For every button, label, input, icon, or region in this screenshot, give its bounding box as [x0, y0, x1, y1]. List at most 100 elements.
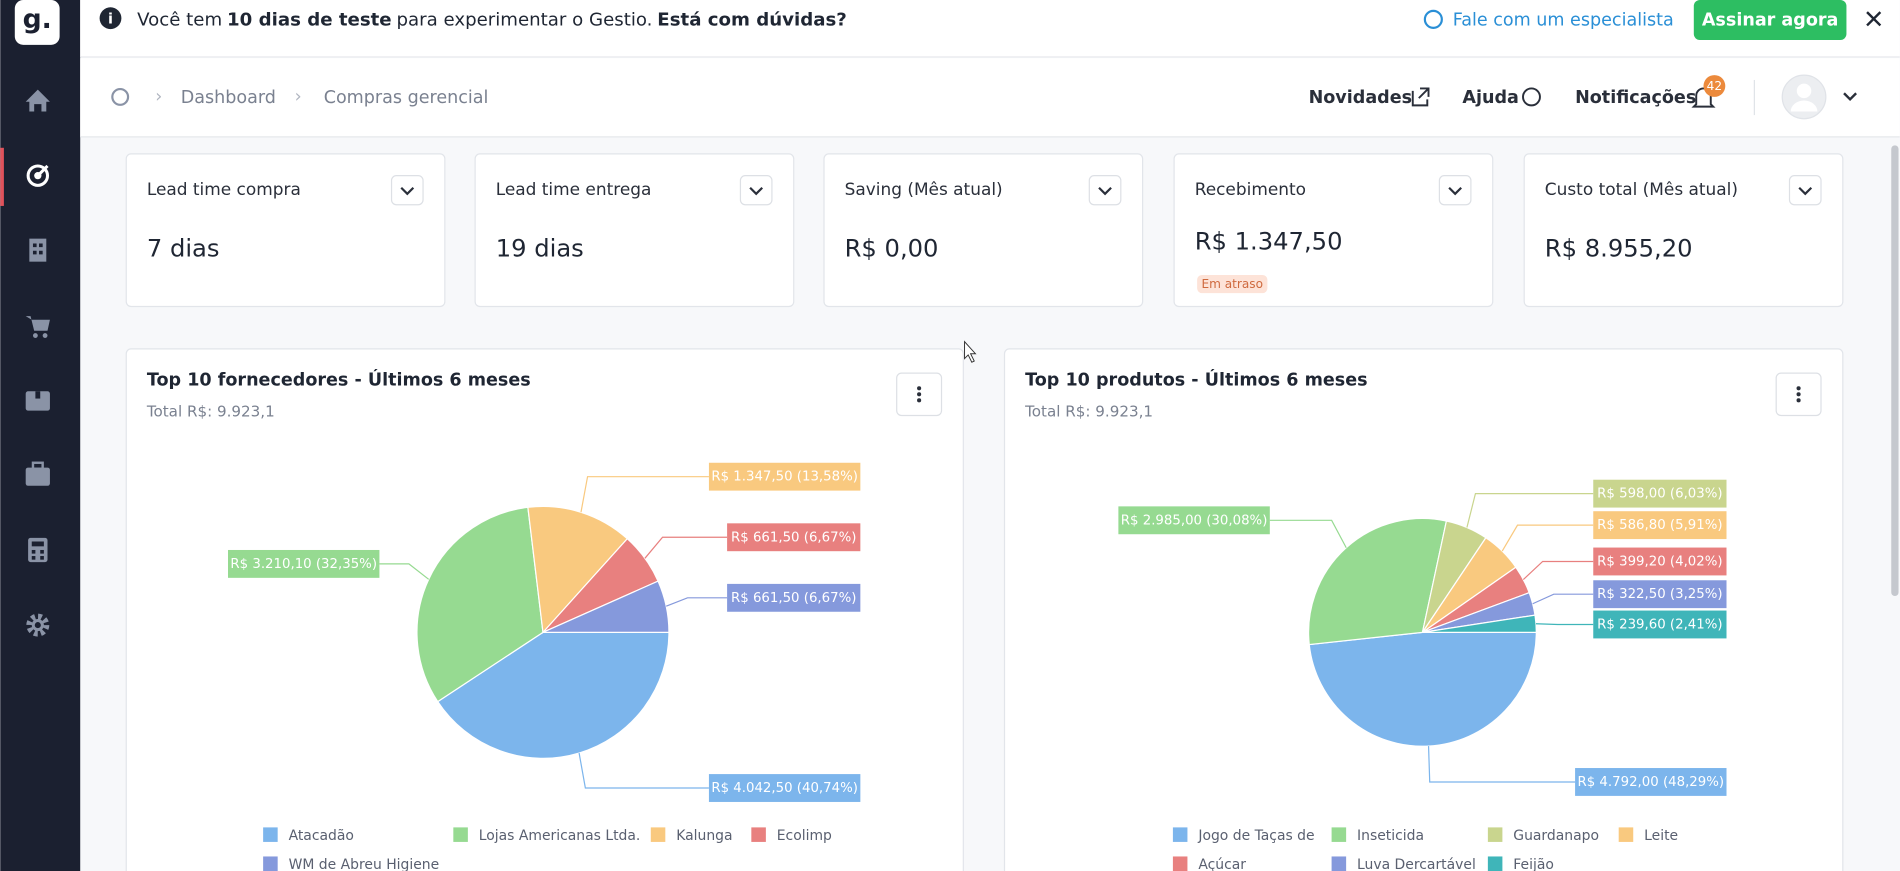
logo-glyph: g. [23, 4, 52, 35]
legend-label[interactable]: Açúcar [1198, 857, 1246, 871]
legend-swatch[interactable] [751, 827, 766, 842]
info-icon [99, 7, 122, 30]
label-connector [665, 597, 728, 607]
chart-menu-dot [917, 398, 922, 403]
legend-swatch[interactable] [1618, 827, 1634, 842]
value-label-box [228, 549, 380, 578]
legend-label[interactable]: Inseticida [1357, 828, 1424, 844]
nav-cart[interactable] [25, 316, 50, 338]
trial-message: Você tem 10 dias de teste para experimenta… [137, 10, 847, 31]
nav-settings[interactable] [26, 613, 50, 637]
logo[interactable] [14, 0, 60, 45]
header [80, 58, 1900, 137]
kpi-card [474, 153, 795, 308]
kpi-dropdown-chevron [400, 186, 415, 196]
subscribe-label: Assinar agora [1702, 11, 1839, 31]
avatar-head [1796, 83, 1812, 99]
kpi-dropdown[interactable] [390, 175, 424, 206]
legend-label[interactable]: Feijão [1513, 857, 1554, 871]
kpi-title: Custo total (Mês atual) [1545, 179, 1738, 199]
legend-swatch[interactable] [263, 856, 278, 871]
kpi-dropdown[interactable] [739, 175, 773, 206]
legend-swatch[interactable] [1331, 856, 1347, 871]
value-label-box [1593, 610, 1727, 639]
legend-label[interactable]: Atacadão [289, 828, 354, 844]
trial-banner [80, 0, 1900, 57]
value-label: R$ 3.210,10 (32,35%) [230, 557, 377, 572]
kpi-status-badge [1197, 274, 1268, 294]
legend-swatch[interactable] [1487, 827, 1503, 842]
pie-slice[interactable] [1308, 631, 1537, 747]
legend-swatch[interactable] [1172, 827, 1188, 842]
nav-briefcase[interactable] [25, 461, 50, 486]
legend-label[interactable]: Luva Dercartável [1357, 857, 1476, 871]
subscribe-button[interactable] [1693, 0, 1847, 40]
notification-count: 42 [1707, 79, 1722, 93]
charts: Top 10 fornecedores - Últimos 6 meses Tot… [125, 348, 1844, 871]
kpi-value: 7 dias [147, 235, 220, 263]
banner-bold: 10 dias de teste [227, 10, 392, 31]
kpi-dropdown-chevron [1798, 186, 1813, 196]
label-connector [644, 536, 728, 559]
close-banner[interactable] [1866, 11, 1882, 27]
specialist-link[interactable]: Fale com um especialista [1453, 11, 1674, 31]
kpi-dropdown[interactable] [1438, 175, 1472, 206]
legend-label[interactable]: Lojas Americanas Ltda. [479, 828, 641, 844]
legend-label[interactable]: Leite [1644, 828, 1678, 844]
chart-menu-dot [1796, 392, 1801, 397]
user-menu-chevron[interactable] [1843, 92, 1857, 102]
kpi-value: R$ 1.347,50 [1195, 227, 1343, 255]
kpi-card [1173, 153, 1494, 308]
pie-slice[interactable] [416, 506, 544, 703]
legend-label[interactable]: WM de Abreu Higiene [289, 857, 440, 871]
kpi-dropdown[interactable] [1088, 175, 1122, 206]
legend-label[interactable]: Jogo de Taças de [1197, 828, 1314, 844]
value-label: R$ 4.792,00 (48,29%) [1577, 775, 1724, 790]
help-link[interactable]: Ajuda [1462, 88, 1519, 108]
value-label: R$ 399,20 (4,02%) [1597, 554, 1722, 569]
label-connector [1522, 560, 1594, 580]
legend-label[interactable]: Ecolimp [777, 828, 832, 844]
legend-swatch[interactable] [650, 827, 666, 842]
legend-label[interactable]: Guardanapo [1513, 828, 1599, 844]
avatar-body [1790, 100, 1818, 112]
label-connector [578, 752, 709, 789]
breadcrumb-item[interactable]: Dashboard [181, 88, 276, 108]
nav-calculator[interactable] [28, 537, 48, 563]
value-label: R$ 598,00 (6,03%) [1597, 487, 1722, 502]
kpi-dropdown[interactable] [1788, 175, 1822, 206]
breadcrumb-home[interactable] [111, 87, 130, 106]
legend-swatch[interactable] [1172, 856, 1188, 871]
news-link[interactable]: Novidades [1309, 88, 1413, 108]
scrollbar[interactable] [1891, 145, 1899, 597]
legend-swatch[interactable] [263, 827, 278, 842]
kpi-status: Em atraso [1201, 277, 1263, 291]
value-label: R$ 239,60 (2,41%) [1597, 617, 1722, 632]
pie-slice[interactable] [1422, 614, 1537, 633]
legend-swatch[interactable] [1331, 827, 1347, 842]
value-label-box [708, 774, 861, 802]
nav-dashboard[interactable] [26, 164, 50, 187]
nav-home[interactable] [25, 89, 50, 112]
chart-subtitle: Total R$: 9.923,1 [1024, 402, 1153, 420]
label-connector [379, 563, 430, 580]
pie-slice[interactable] [1308, 517, 1448, 646]
chart-menu-dot [1796, 386, 1801, 391]
external-icon [1411, 87, 1430, 107]
label-connector [1532, 593, 1594, 605]
legend-label[interactable]: Kalunga [676, 828, 732, 844]
nav-box[interactable] [25, 391, 50, 411]
notification-badge [1703, 75, 1726, 97]
value-label-box [1575, 768, 1727, 796]
legend-swatch[interactable] [1487, 856, 1503, 871]
value-label: R$ 661,50 (6,67%) [731, 530, 856, 545]
nav-company[interactable] [29, 238, 47, 262]
legend-swatch[interactable] [453, 827, 468, 842]
banner-text: Você tem [137, 10, 222, 31]
label-connector [580, 476, 709, 513]
notifications-link[interactable]: Notificações [1575, 88, 1696, 108]
kpi-title: Lead time compra [147, 179, 301, 199]
value-label-box [1593, 511, 1727, 540]
value-label-box [1118, 506, 1270, 535]
